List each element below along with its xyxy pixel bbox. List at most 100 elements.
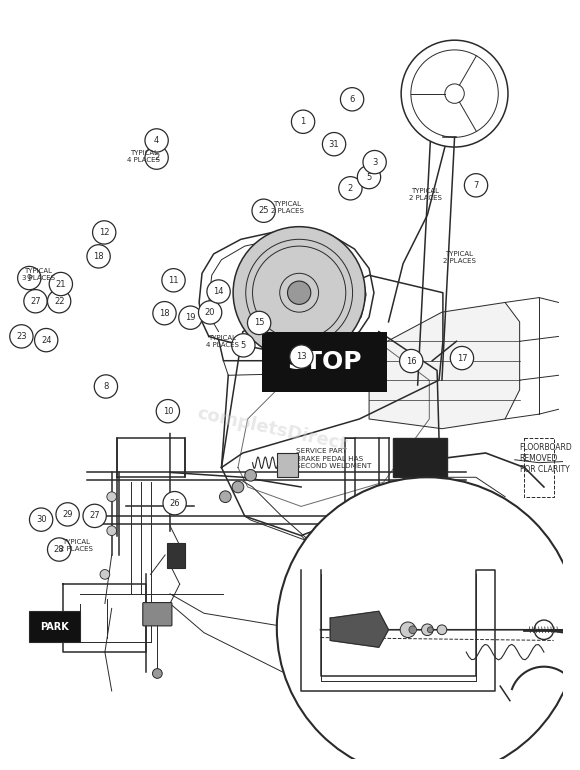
Circle shape: [400, 350, 423, 373]
Circle shape: [95, 375, 118, 398]
Circle shape: [399, 512, 407, 520]
Text: 13: 13: [296, 352, 307, 361]
Circle shape: [245, 470, 256, 481]
Text: 16: 16: [406, 357, 416, 366]
Text: STOP: STOP: [287, 350, 362, 373]
Circle shape: [30, 508, 53, 531]
FancyBboxPatch shape: [393, 438, 447, 477]
Circle shape: [17, 266, 41, 290]
Circle shape: [277, 477, 578, 770]
Circle shape: [24, 290, 47, 313]
Text: 7: 7: [473, 181, 478, 190]
Circle shape: [93, 221, 116, 244]
Text: SERVICE PART
BRAKE PEDAL HAS
SECOND WELDMENT: SERVICE PART BRAKE PEDAL HAS SECOND WELD…: [296, 448, 372, 469]
Text: TYPICAL
2 PLACES: TYPICAL 2 PLACES: [60, 539, 92, 552]
Polygon shape: [369, 303, 520, 429]
Text: 2: 2: [154, 153, 160, 162]
Text: 11: 11: [168, 276, 179, 285]
Circle shape: [49, 273, 72, 296]
Circle shape: [322, 132, 346, 156]
Circle shape: [450, 346, 474, 370]
Text: 5: 5: [241, 341, 246, 350]
Circle shape: [48, 290, 71, 313]
Circle shape: [207, 280, 230, 303]
Circle shape: [198, 301, 222, 324]
Text: 12: 12: [99, 228, 110, 237]
Text: 15: 15: [254, 319, 264, 327]
Text: 20: 20: [205, 308, 215, 317]
Text: 18: 18: [93, 252, 104, 261]
Text: TYPICAL
4 PLACES: TYPICAL 4 PLACES: [127, 150, 160, 163]
Circle shape: [156, 400, 180, 423]
FancyBboxPatch shape: [29, 611, 79, 642]
Text: 3: 3: [372, 158, 378, 166]
Text: 23: 23: [16, 332, 27, 341]
Text: 8: 8: [103, 382, 108, 391]
Text: 1: 1: [300, 117, 306, 126]
Circle shape: [429, 512, 436, 520]
Text: 25: 25: [259, 206, 269, 216]
Text: 17: 17: [456, 353, 467, 363]
Text: 26: 26: [169, 499, 180, 507]
Text: TYPICAL
2 PLACES: TYPICAL 2 PLACES: [443, 251, 476, 264]
Text: TYPICAL
2 PLACES: TYPICAL 2 PLACES: [409, 188, 442, 201]
Circle shape: [357, 166, 380, 189]
Text: 9: 9: [27, 273, 32, 283]
Text: 14: 14: [213, 287, 224, 296]
Text: 24: 24: [41, 336, 52, 345]
Text: completsDirect: completsDirect: [195, 404, 349, 454]
Circle shape: [162, 269, 185, 292]
Text: 30: 30: [36, 515, 46, 524]
Circle shape: [107, 526, 117, 536]
Circle shape: [153, 668, 162, 678]
Circle shape: [232, 481, 244, 493]
Circle shape: [427, 627, 433, 633]
Text: 18: 18: [159, 309, 170, 318]
Circle shape: [422, 624, 433, 635]
Text: 27: 27: [30, 296, 41, 306]
Text: 31: 31: [329, 139, 339, 149]
Circle shape: [87, 245, 110, 268]
Circle shape: [252, 199, 276, 223]
Circle shape: [10, 325, 33, 348]
Text: TYPICAL
3 PLACES: TYPICAL 3 PLACES: [22, 268, 55, 281]
Circle shape: [145, 129, 168, 152]
Polygon shape: [330, 611, 389, 648]
Circle shape: [290, 345, 313, 368]
Text: 4: 4: [154, 136, 160, 145]
Circle shape: [437, 625, 447, 634]
Circle shape: [465, 174, 488, 197]
FancyBboxPatch shape: [167, 544, 184, 567]
Text: 6: 6: [349, 95, 355, 104]
Text: TYPICAL
2 PLACES: TYPICAL 2 PLACES: [271, 200, 304, 213]
Text: FLOORBOARD
REMOVED
FOR CLARITY: FLOORBOARD REMOVED FOR CLARITY: [520, 444, 572, 474]
Text: TYPICAL
4 PLACES: TYPICAL 4 PLACES: [206, 335, 239, 348]
Text: 22: 22: [54, 296, 64, 306]
FancyBboxPatch shape: [262, 332, 387, 392]
Circle shape: [233, 226, 365, 359]
Text: 19: 19: [185, 313, 195, 322]
Circle shape: [83, 504, 106, 527]
Circle shape: [100, 570, 110, 579]
Circle shape: [409, 626, 416, 634]
Circle shape: [339, 176, 362, 200]
Circle shape: [107, 492, 117, 501]
Circle shape: [248, 311, 271, 335]
Circle shape: [232, 333, 255, 357]
Circle shape: [145, 146, 168, 169]
Circle shape: [400, 622, 416, 638]
Circle shape: [288, 281, 311, 304]
FancyBboxPatch shape: [277, 453, 298, 477]
Circle shape: [363, 150, 386, 174]
Circle shape: [153, 302, 176, 325]
Circle shape: [48, 538, 71, 561]
Text: PARK: PARK: [40, 622, 69, 632]
Circle shape: [340, 88, 364, 111]
Text: 28: 28: [54, 545, 64, 554]
Text: 29: 29: [63, 510, 73, 519]
Circle shape: [35, 329, 58, 352]
Circle shape: [219, 490, 231, 503]
Text: 5: 5: [367, 172, 372, 182]
Circle shape: [56, 503, 79, 526]
Text: 27: 27: [89, 511, 100, 521]
